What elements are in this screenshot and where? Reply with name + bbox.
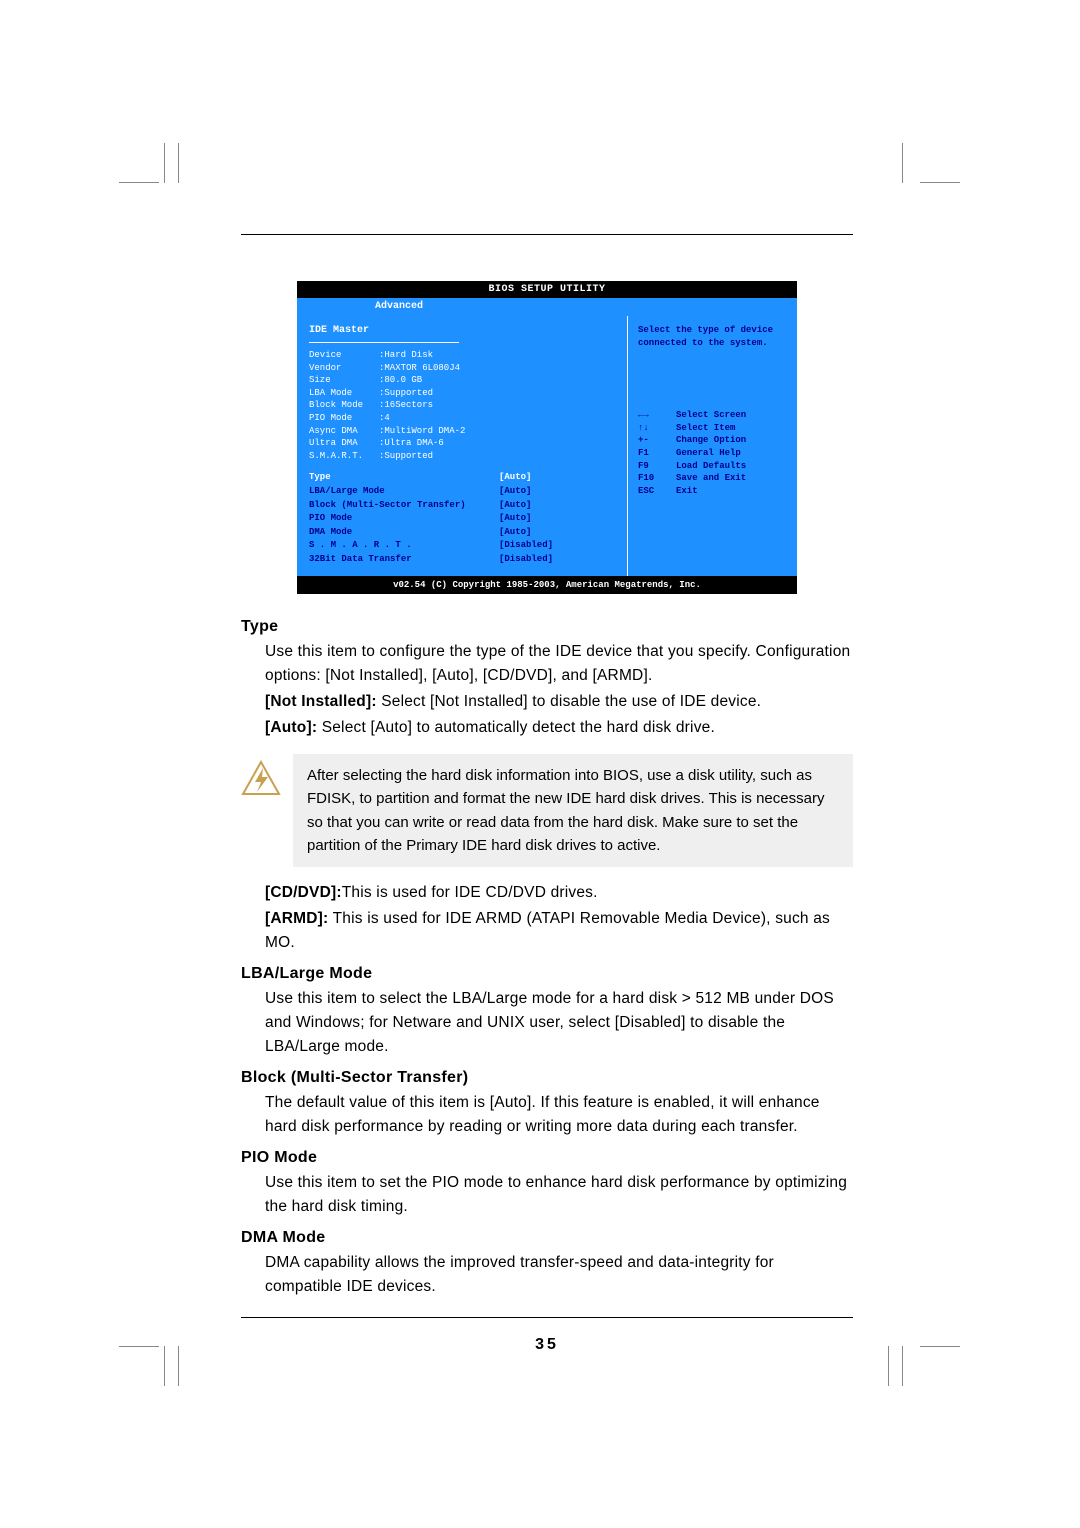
bios-info-row: Vendor:MAXTOR 6L080J4 (309, 362, 615, 375)
heading-pio: PIO Mode (241, 1149, 853, 1167)
bios-right-panel: Select the type of device connected to t… (627, 316, 797, 576)
heading-type: Type (241, 618, 853, 636)
bios-tab-bar: Advanced (297, 298, 797, 316)
bios-info-row: Size:80.0 GB (309, 374, 615, 387)
heading-block: Block (Multi-Sector Transfer) (241, 1069, 853, 1087)
bios-info-row: LBA Mode:Supported (309, 387, 615, 400)
bios-option-row: S . M . A . R . T .[Disabled] (309, 539, 615, 552)
bios-info-row: Device:Hard Disk (309, 349, 615, 362)
bios-help-row: ↑↓Select Item (638, 422, 787, 435)
bios-info-row: PIO Mode:4 (309, 412, 615, 425)
note-text: After selecting the hard disk informatio… (293, 754, 853, 867)
bios-screenshot: BIOS SETUP UTILITY Advanced IDE Master D… (297, 281, 797, 594)
text-cddvd: [CD/DVD]:This is used for IDE CD/DVD dri… (265, 881, 853, 905)
bios-option-row: Block (Multi-Sector Transfer)[Auto] (309, 499, 615, 512)
page-number: 35 (241, 1336, 853, 1354)
bios-help-row: ESCExit (638, 485, 787, 498)
bios-option-row: Type[Auto] (309, 471, 615, 484)
bios-option-row: PIO Mode[Auto] (309, 512, 615, 525)
bios-help-row: F10Save and Exit (638, 472, 787, 485)
bios-left-panel: IDE Master Device:Hard DiskVendor:MAXTOR… (297, 316, 627, 576)
bios-info-row: Async DMA:MultiWord DMA-2 (309, 425, 615, 438)
bios-option-row: DMA Mode[Auto] (309, 526, 615, 539)
bios-help-row: F9Load Defaults (638, 460, 787, 473)
bios-help-row: ←→Select Screen (638, 409, 787, 422)
heading-dma: DMA Mode (241, 1229, 853, 1247)
note-box: After selecting the hard disk informatio… (241, 754, 853, 867)
bios-footer: v02.54 (C) Copyright 1985-2003, American… (297, 576, 797, 594)
text-type-intro: Use this item to configure the type of t… (265, 640, 853, 688)
top-divider (241, 234, 853, 235)
text-not-installed: [Not Installed]: Select [Not Installed] … (265, 690, 853, 714)
heading-lba: LBA/Large Mode (241, 965, 853, 983)
bios-panel-title: IDE Master (309, 324, 615, 338)
bios-help-row: F1General Help (638, 447, 787, 460)
bios-option-row: LBA/Large Mode[Auto] (309, 485, 615, 498)
lightning-icon (241, 754, 293, 867)
bios-tab-advanced: Advanced (367, 298, 431, 315)
bios-info-row: S.M.A.R.T.:Supported (309, 450, 615, 463)
bios-help-text: Select the type of device connected to t… (638, 324, 787, 349)
bios-option-row: 32Bit Data Transfer[Disabled] (309, 553, 615, 566)
text-pio: Use this item to set the PIO mode to enh… (265, 1171, 853, 1219)
text-auto: [Auto]: Select [Auto] to automatically d… (265, 716, 853, 740)
bios-info-row: Ultra DMA:Ultra DMA-6 (309, 437, 615, 450)
text-dma: DMA capability allows the improved trans… (265, 1251, 853, 1299)
text-lba: Use this item to select the LBA/Large mo… (265, 987, 853, 1059)
text-block: The default value of this item is [Auto]… (265, 1091, 853, 1139)
text-armd: [ARMD]: This is used for IDE ARMD (ATAPI… (265, 907, 853, 955)
bios-info-row: Block Mode:16Sectors (309, 399, 615, 412)
bios-help-row: +-Change Option (638, 434, 787, 447)
bottom-divider (241, 1317, 853, 1318)
bios-title: BIOS SETUP UTILITY (297, 281, 797, 298)
